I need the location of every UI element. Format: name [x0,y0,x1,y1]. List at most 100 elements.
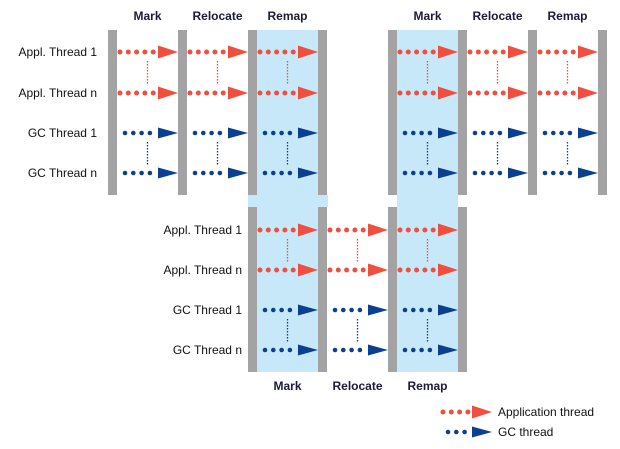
arrow-head [508,167,528,179]
gc-thread-arrow [472,127,528,139]
arrow-dot [419,130,424,136]
arrow-dot [290,267,296,273]
gc-thread-arrow [472,167,528,179]
arrow-dot [484,49,490,55]
arrow-dot [554,90,560,96]
arrow-head [298,263,318,277]
arrow-dot [397,267,403,273]
arrow-dot [271,307,276,313]
arrow-dot [131,130,136,136]
application-thread-arrow [187,45,248,59]
arrow-dot [551,130,556,136]
legend: Application thread GC thread [440,405,594,439]
arrow-dot [287,307,293,313]
arrow-dot [341,307,346,313]
arrow-head [438,45,458,59]
arrow-dot [117,49,123,55]
arrow-dot [402,130,408,136]
phase-label-relocate: Relocate [332,379,382,393]
arrow-dot [187,90,193,96]
arrow-dot [282,227,288,233]
arrow-dot [271,130,276,136]
arrow-dot [290,49,296,55]
arrow-dot [554,49,560,55]
application-thread-arrow [327,263,388,277]
arrow-dot [125,90,131,96]
arrow-head [298,167,318,179]
arrow-dot [290,227,296,233]
arrow-dot [481,130,486,136]
arrow-dot [357,307,363,313]
arrow-dot [150,90,156,96]
thread-label: Appl. Thread n [164,263,243,277]
arrow-dot [411,130,416,136]
application-thread-arrow [397,45,458,59]
arrow-dot [545,49,551,55]
arrow-dot [341,347,346,353]
arrow-dot [195,49,201,55]
phase-label-remap: Remap [547,9,587,23]
arrow-dot [142,49,148,55]
arrow-dot [405,90,411,96]
arrow-dot [475,90,481,96]
arrow-dot [335,227,341,233]
phase-boundary-bar [178,30,187,195]
phase-boundary-bar [248,30,257,195]
phase-boundary-bar [388,207,397,372]
arrow-dot [465,409,471,415]
arrow-dot [274,90,280,96]
arrow-dot [201,170,206,176]
arrow-dot [567,130,573,136]
arrow-dot [332,347,338,353]
arrow-dot [422,227,428,233]
arrow-dot [562,90,568,96]
arrow-dot [209,170,214,176]
arrow-dot [397,49,403,55]
arrow-dot [419,307,424,313]
arrow-dot [414,90,420,96]
arrow-head [508,45,528,59]
application-thread-arrow [257,45,318,59]
arrow-head [158,45,178,59]
arrow-head [298,344,318,356]
thread-label: Appl. Thread 1 [164,223,243,237]
arrow-dot [209,130,214,136]
phase-label-mark: Mark [273,379,301,393]
gc-cycle: Mark Relocate Remap Appl. Thread 1 Appl. Thr… [164,207,467,393]
arrow-dot [212,90,218,96]
arrow-dot [131,170,136,176]
arrow-head [228,45,248,59]
arrow-dot [411,170,416,176]
arrow-dot [327,267,333,273]
arrow-dot [559,130,564,136]
arrow-head [438,304,458,316]
phase-boundary-bar [388,30,397,195]
arrow-head [298,304,318,316]
arrow-head [508,86,528,100]
arrow-dot [402,307,408,313]
arrow-dot [147,130,153,136]
arrow-dot [427,170,433,176]
arrow-dot [262,347,268,353]
arrow-dot [217,170,223,176]
arrow-dot [134,49,140,55]
arrow-dot [352,227,358,233]
arrow-dot [457,409,463,415]
arrow-dot [287,170,293,176]
arrow-head [368,223,388,237]
arrow-dot [192,170,198,176]
application-thread-arrow [117,86,178,100]
arrow-dot [537,90,543,96]
arrow-dot [220,90,226,96]
phase-label-mark: Mark [413,9,441,23]
remap-background [397,30,458,372]
arrow-dot [484,90,490,96]
arrow-dot [327,227,333,233]
arrow-dot [117,90,123,96]
arrow-dot [440,409,446,415]
arrow-dot [201,130,206,136]
arrow-dot [419,347,424,353]
arrow-head [578,167,598,179]
arrow-head [472,405,492,419]
phase-label-remap: Remap [267,9,307,23]
